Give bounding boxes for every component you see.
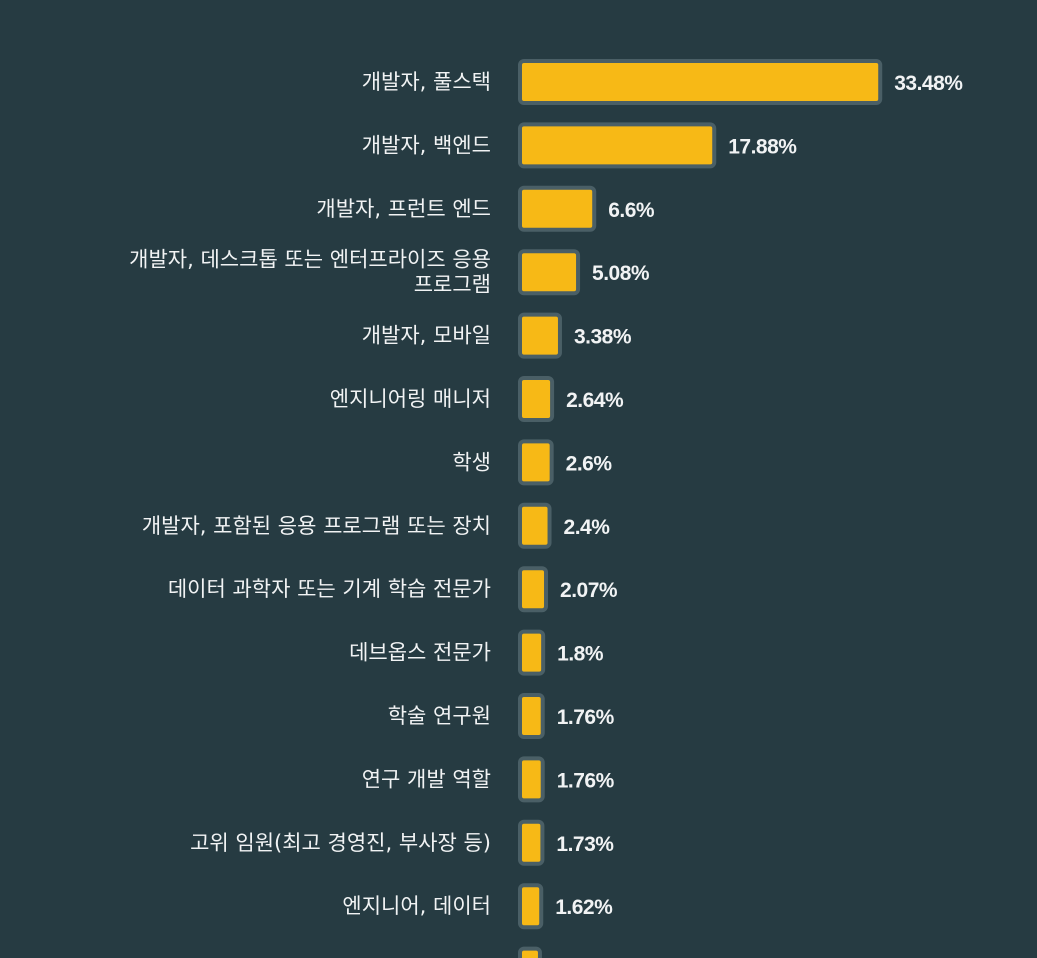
value-label: 17.88%: [728, 135, 797, 158]
category-label-line: 개발자, 모바일: [362, 324, 491, 348]
category-label-line: 엔지니어, 데이터: [342, 894, 491, 918]
bar: [518, 59, 883, 105]
category-label-line: 학생: [452, 450, 491, 474]
category-label: 개발자, 포함된 응용 프로그램 또는 장치: [142, 514, 491, 538]
category-label-line: 개발자, 풀스택: [362, 70, 491, 94]
value-label: 1.76%: [557, 706, 615, 729]
value-label: 1.73%: [556, 833, 614, 856]
bar: [518, 566, 549, 613]
category-label: 개발자, 프런트 엔드: [316, 197, 491, 221]
value-label: 6.6%: [608, 199, 655, 222]
value-label: 33.48%: [894, 72, 963, 95]
category-label-line: 연구 개발 역할: [362, 767, 491, 791]
category-label: 고위 임원(최고 경영진, 부사장 등): [190, 831, 491, 855]
category-label: 개발자, 풀스택: [362, 70, 491, 94]
category-label-line: 학술 연구원: [388, 704, 491, 728]
value-label: 1.62%: [555, 896, 613, 919]
category-label: 개발자, 모바일: [362, 324, 491, 348]
bar: [518, 693, 545, 739]
value-label: 3.38%: [574, 326, 632, 349]
bar: [518, 185, 597, 232]
category-label: 데브옵스 전문가: [349, 641, 491, 665]
bar: [518, 376, 555, 422]
category-label: 엔지니어링 매니저: [330, 387, 491, 411]
category-label-line: 고위 임원(최고 경영진, 부사장 등): [190, 831, 491, 855]
value-labels: 33.48% 17.88% 6.6% 5.08% 3.38% 2.64% 2.6% 2.4% 2…: [555, 72, 964, 919]
value-label: 2.4%: [564, 516, 611, 539]
category-label-line: 개발자, 데스크톱 또는 엔터프라이즈 응용: [129, 248, 491, 272]
bar: [518, 312, 562, 359]
category-label: 학술 연구원: [388, 704, 491, 728]
category-label-line: 개발자, 백엔드: [362, 133, 491, 157]
bars-layer: [518, 59, 883, 958]
bar: [518, 629, 546, 676]
category-label-line: 데브옵스 전문가: [349, 641, 491, 665]
value-label: 2.64%: [566, 389, 624, 412]
value-label: 1.8%: [557, 643, 604, 666]
category-label-line: 엔지니어링 매니저: [330, 387, 491, 411]
category-label: 개발자, 백엔드: [362, 133, 491, 157]
bar: [518, 439, 554, 486]
bar: [518, 122, 717, 169]
value-label: 2.07%: [560, 579, 618, 602]
value-label: 2.6%: [566, 452, 613, 475]
bar: [518, 883, 544, 930]
category-label-line: 개발자, 포함된 응용 프로그램 또는 장치: [142, 514, 491, 538]
bar: [518, 756, 545, 803]
category-label-line: 프로그램: [414, 273, 491, 297]
bar: [518, 946, 542, 958]
bar: [518, 502, 552, 549]
value-label: 1.76%: [557, 769, 615, 792]
bar: [518, 819, 545, 866]
category-label: 연구 개발 역할: [362, 767, 491, 791]
category-label: 데이터 과학자 또는 기계 학습 전문가: [168, 577, 491, 601]
category-label: 엔지니어, 데이터: [342, 894, 491, 918]
value-label: 5.08%: [592, 262, 650, 285]
bar: [518, 249, 581, 296]
category-label: 학생: [452, 450, 491, 474]
category-label: 개발자, 데스크톱 또는 엔터프라이즈 응용 프로그램: [129, 248, 491, 297]
category-label-line: 데이터 과학자 또는 기계 학습 전문가: [168, 577, 491, 601]
category-label-line: 개발자, 프런트 엔드: [316, 197, 491, 221]
